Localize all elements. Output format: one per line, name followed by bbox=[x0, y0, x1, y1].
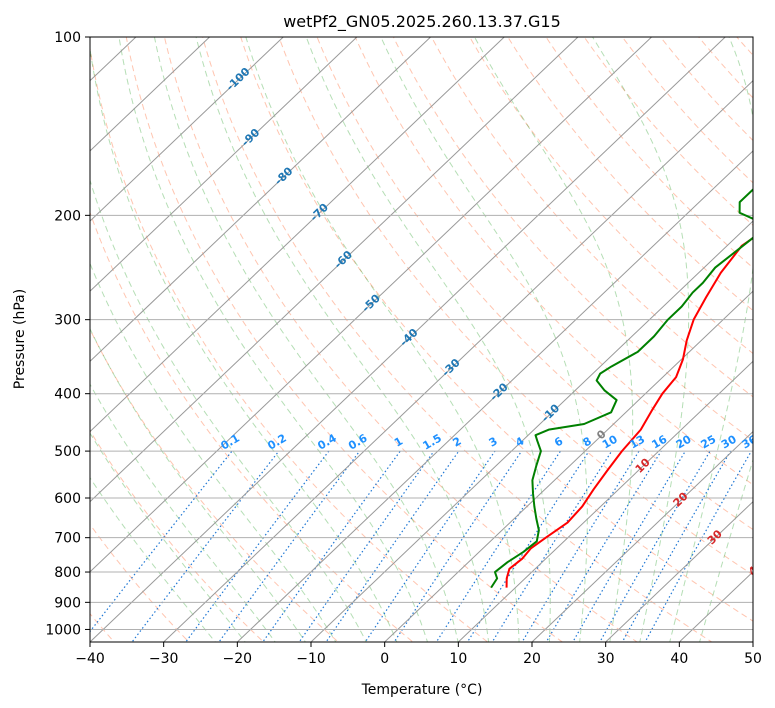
isotherm-lines bbox=[90, 37, 753, 642]
mixing-ratio-line bbox=[393, 450, 523, 642]
x-tick-label: 40 bbox=[670, 651, 688, 667]
mixing-ratio-line bbox=[599, 450, 711, 642]
isotherm bbox=[90, 37, 210, 152]
dry-adiabat bbox=[469, 37, 753, 355]
mixing-ratio-line bbox=[644, 450, 752, 642]
x-tick-label: 30 bbox=[597, 651, 615, 667]
dry-adiabat bbox=[240, 37, 753, 622]
dry-adiabat bbox=[659, 37, 753, 142]
plot-frame bbox=[89, 36, 754, 643]
moist-adiabat bbox=[245, 37, 520, 642]
mixing-ratio-line bbox=[364, 450, 496, 642]
isotherm bbox=[531, 430, 753, 642]
y-tick-label: 800 bbox=[54, 565, 81, 581]
isotherm bbox=[90, 37, 652, 573]
isotherm bbox=[90, 37, 284, 222]
isotherm bbox=[90, 37, 726, 642]
series-line-1 bbox=[505, 236, 753, 588]
moist-adiabat bbox=[592, 37, 690, 642]
dry-adiabat bbox=[163, 37, 638, 642]
mixing-ratio-line bbox=[131, 450, 280, 642]
profile-series bbox=[490, 188, 753, 589]
plot-area: 0.1 0.2 0.4 0.6 1 1.5 2 3 4 6 8 10 13 16 20 25 30 36-100-… bbox=[90, 37, 766, 642]
x-tick-label: −40 bbox=[75, 651, 105, 667]
y-tick-label: 200 bbox=[54, 208, 81, 224]
isotherm bbox=[310, 220, 753, 642]
chart-title: wetPf2_GN05.2025.260.13.37.G15 bbox=[283, 12, 561, 32]
isotherm bbox=[90, 37, 505, 433]
dry-adiabat bbox=[507, 37, 753, 312]
y-tick-label: 300 bbox=[54, 313, 81, 329]
isotherm bbox=[384, 290, 753, 642]
dry-adiabat bbox=[621, 37, 753, 184]
mixing-ratio-line bbox=[262, 450, 401, 642]
mixing-ratio-line bbox=[572, 450, 686, 642]
x-tick-label: −10 bbox=[296, 651, 326, 667]
isotherm bbox=[236, 150, 753, 642]
isobar-lines bbox=[90, 37, 753, 630]
moist-adiabat bbox=[380, 37, 588, 642]
x-axis-title: Temperature (°C) bbox=[361, 682, 483, 698]
dry-adiabat bbox=[278, 37, 753, 576]
dry-adiabat bbox=[90, 211, 414, 642]
dry-adiabat bbox=[354, 37, 753, 486]
mixing-ratio-line bbox=[325, 450, 460, 642]
moist-adiabat bbox=[90, 432, 246, 642]
y-tick-label: 600 bbox=[54, 491, 81, 507]
y-tick-label: 500 bbox=[54, 444, 81, 460]
moist-adiabat bbox=[90, 476, 216, 642]
isotherm bbox=[90, 37, 431, 363]
dry-adiabats bbox=[90, 37, 753, 642]
moist-adiabat bbox=[90, 383, 276, 642]
isotherm bbox=[605, 500, 753, 642]
mixing-ratio-line bbox=[545, 450, 662, 642]
dry-adiabat bbox=[90, 328, 339, 642]
y-axis-ticks: 100 200 300 400 500 600 700 800 900 1000 bbox=[45, 30, 90, 638]
x-axis-ticks: −40 −30 −20 −10 0 10 20 30 40 50 bbox=[75, 642, 762, 667]
y-tick-label: 1000 bbox=[45, 622, 81, 638]
mixing-ratio-line bbox=[466, 450, 590, 642]
y-tick-label: 100 bbox=[54, 30, 81, 46]
mixing-ratio-line bbox=[298, 450, 435, 642]
x-tick-label: 10 bbox=[449, 651, 467, 667]
x-tick-label: 20 bbox=[523, 651, 541, 667]
mixing-ratio-line bbox=[90, 450, 233, 633]
mixing-ratio-line bbox=[435, 450, 561, 642]
moist-adiabat bbox=[305, 37, 551, 642]
mixing-ratio-label: 36 bbox=[740, 432, 760, 451]
y-tick-label: 400 bbox=[54, 387, 81, 403]
dry-adiabat bbox=[90, 45, 489, 642]
isotherm bbox=[163, 80, 753, 642]
y-tick-label: 900 bbox=[54, 595, 81, 611]
mixing-ratio-lines bbox=[90, 450, 752, 642]
dry-adiabat bbox=[583, 37, 753, 226]
y-tick-label: 700 bbox=[54, 531, 81, 547]
moist-adiabat bbox=[474, 37, 634, 642]
moist-adiabat bbox=[153, 37, 459, 642]
dry-adiabat bbox=[430, 37, 753, 398]
y-axis-title: Pressure (hPa) bbox=[12, 289, 28, 389]
isotherm-label: 40 bbox=[746, 558, 766, 578]
x-tick-label: 0 bbox=[380, 651, 389, 667]
isotherm bbox=[90, 37, 358, 292]
isotherm bbox=[90, 37, 579, 503]
x-tick-label: −20 bbox=[223, 651, 253, 667]
x-tick-label: −30 bbox=[149, 651, 179, 667]
series-line-2 bbox=[490, 188, 753, 589]
isotherm bbox=[457, 360, 753, 642]
x-tick-label: 50 bbox=[744, 651, 762, 667]
dry-adiabat bbox=[125, 37, 564, 642]
dry-adiabat bbox=[90, 523, 190, 642]
